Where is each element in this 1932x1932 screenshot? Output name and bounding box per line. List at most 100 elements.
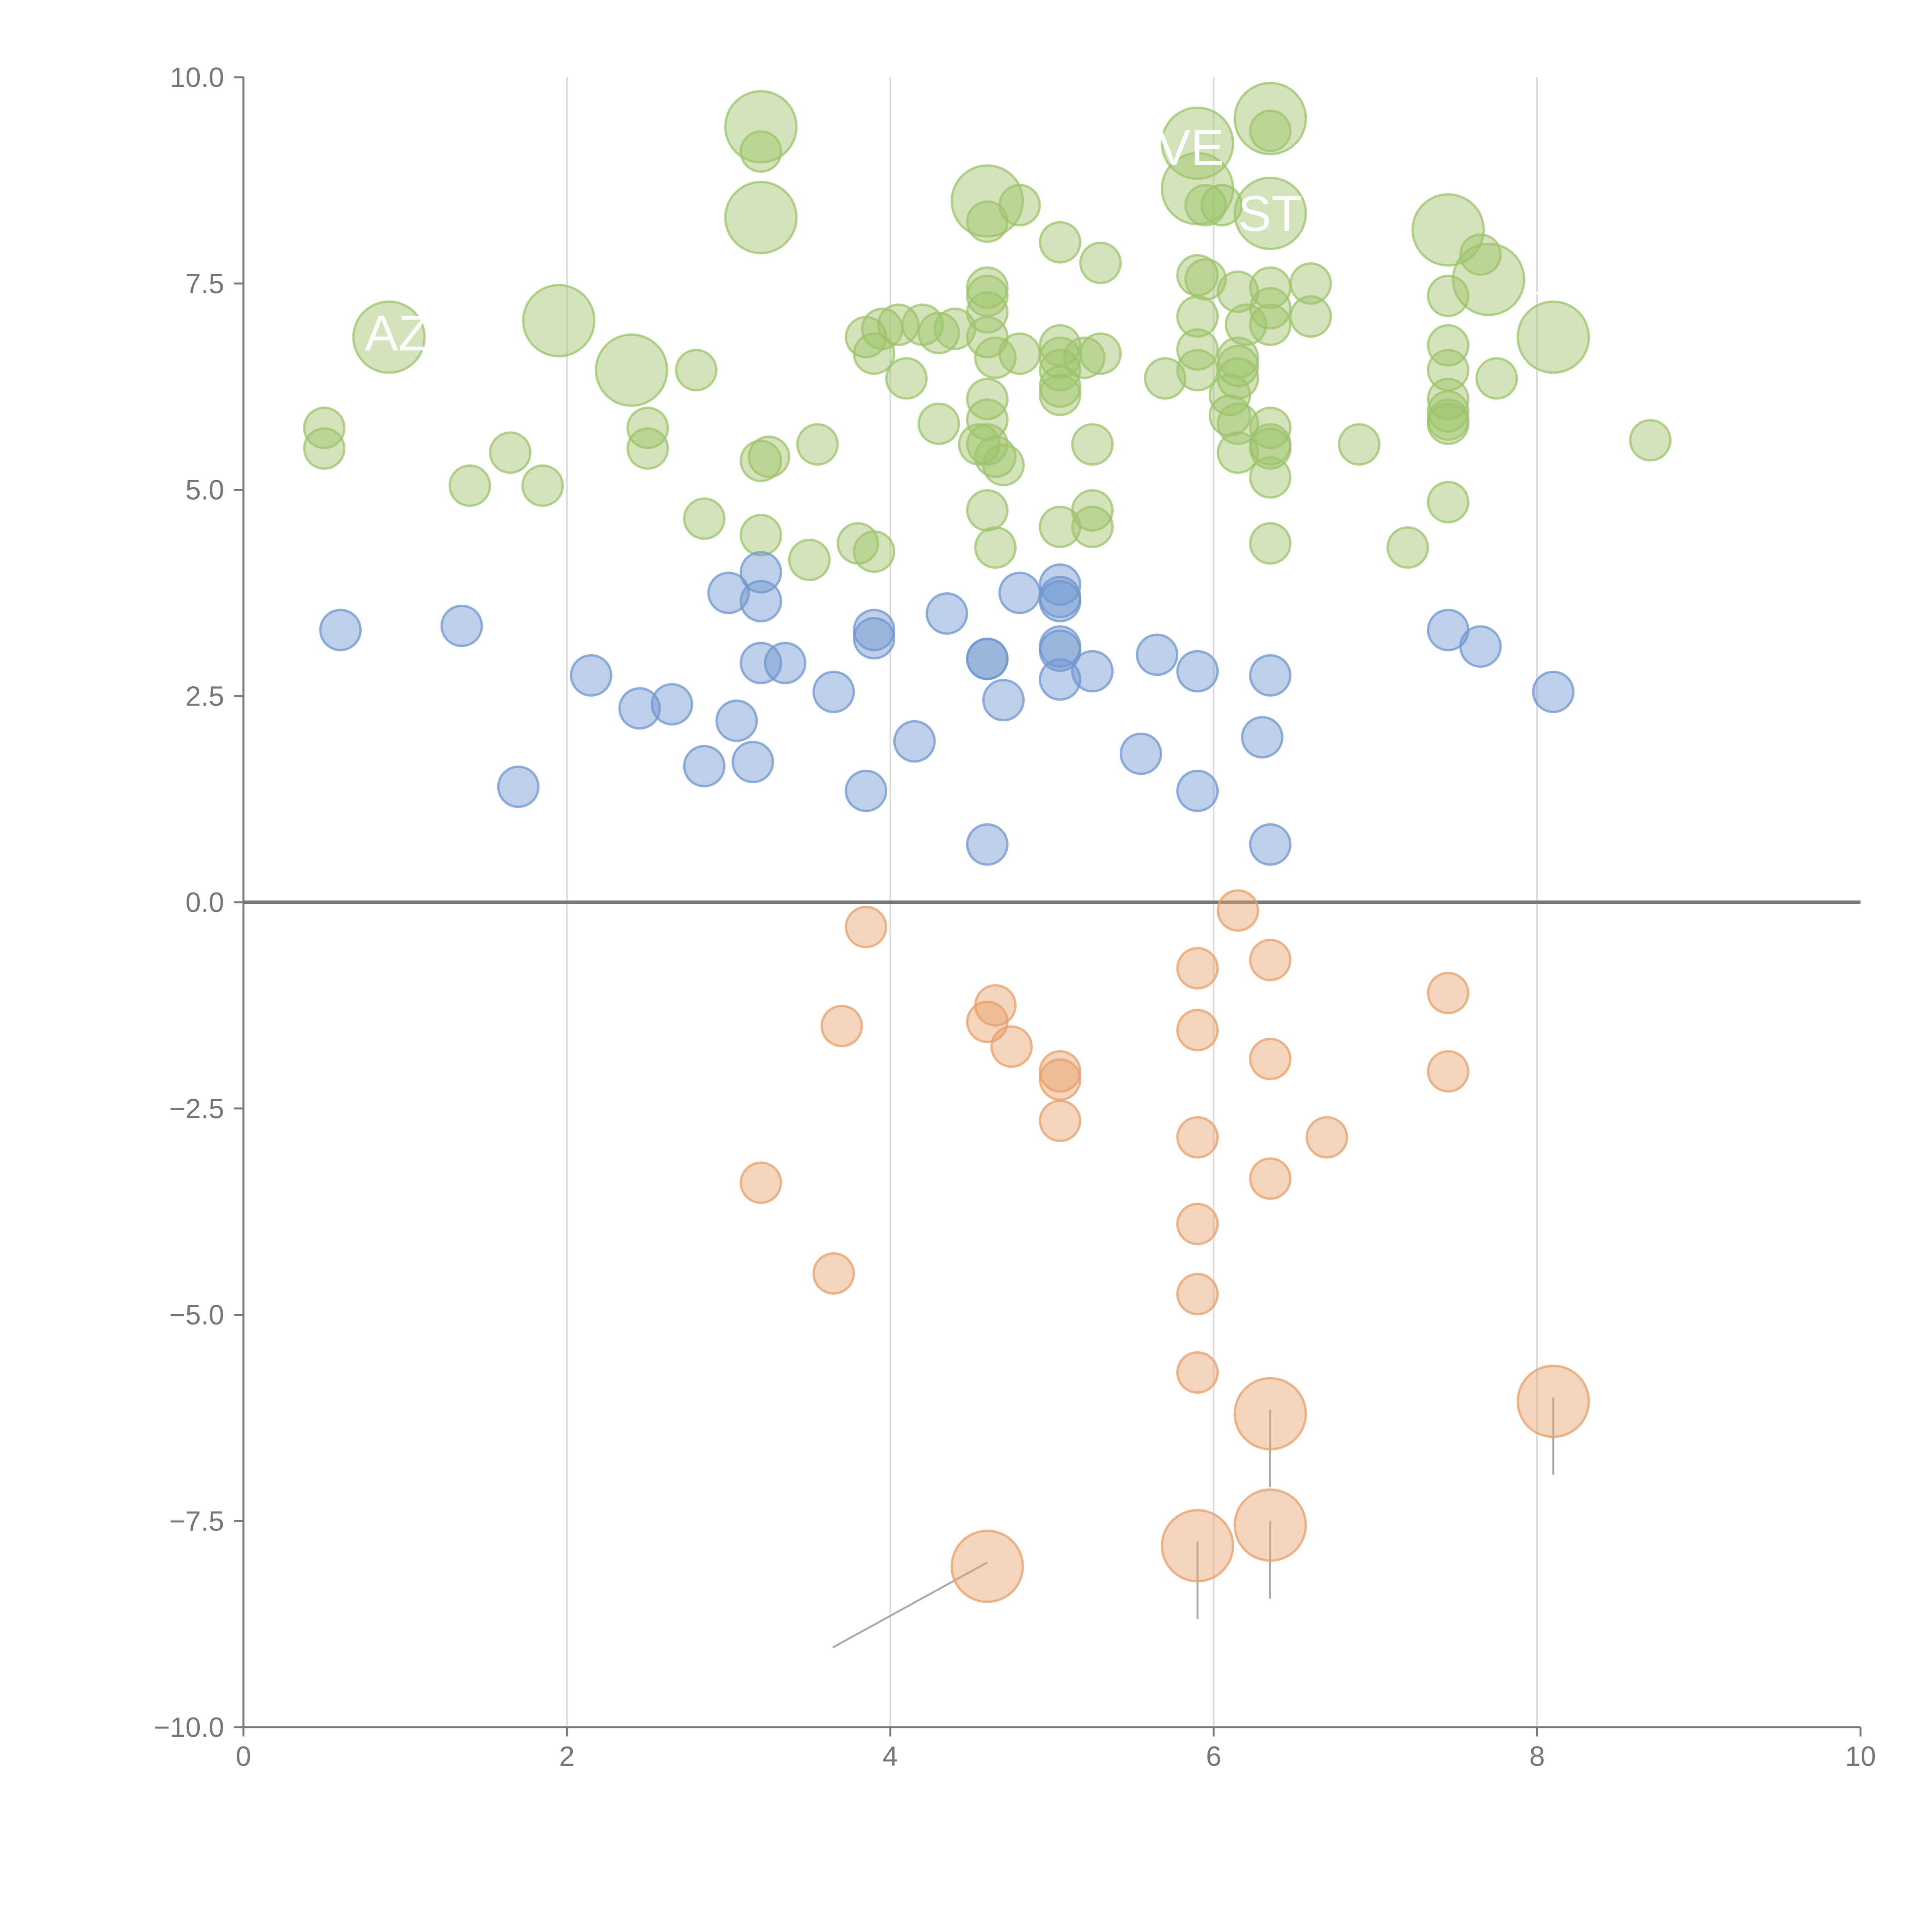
point-low-19 xyxy=(1249,1157,1292,1200)
point-high-74 xyxy=(1427,324,1469,367)
point-high-106 xyxy=(1071,423,1114,466)
point-mid-31 xyxy=(1071,650,1114,693)
point-high-13 xyxy=(1039,221,1082,264)
point-low-26 xyxy=(1233,1488,1307,1562)
point-mid-15 xyxy=(845,769,888,812)
point-mid-14 xyxy=(812,670,855,713)
leader-line xyxy=(1447,199,1498,231)
point-high-88 xyxy=(683,497,726,540)
leader-lines xyxy=(368,118,1581,1648)
point-mid-11 xyxy=(740,580,782,622)
x-tick-label: 2 xyxy=(559,1741,575,1772)
y-tick-label: −10.0 xyxy=(154,1712,224,1743)
point-high-12 xyxy=(966,200,1009,243)
point-low-22 xyxy=(1427,1050,1469,1093)
point-low-24 xyxy=(1161,1509,1235,1583)
point-high-90 xyxy=(748,435,791,478)
leader-line xyxy=(368,337,390,392)
point-high-73 xyxy=(1427,274,1469,317)
point-mid-23 xyxy=(982,679,1025,721)
x-tick-label: 10 xyxy=(1845,1741,1876,1772)
point-label: AZ xyxy=(365,305,429,361)
point-mid-8 xyxy=(715,699,758,742)
point-high-1 xyxy=(740,130,782,173)
y-tick-label: 2.5 xyxy=(185,681,224,712)
point-low-0 xyxy=(740,1161,782,1204)
point-high-92 xyxy=(796,423,839,466)
point-high-24 xyxy=(626,427,669,470)
leader-line xyxy=(832,1561,988,1648)
point-low-2 xyxy=(820,1005,863,1048)
point-mid-36 xyxy=(1241,716,1284,759)
leader-line xyxy=(986,144,1000,201)
point-high-35 xyxy=(966,291,1009,334)
point-low-8 xyxy=(1039,1058,1082,1101)
point-high-84 xyxy=(303,427,346,470)
point-mid-3 xyxy=(570,654,612,697)
point-high-20 xyxy=(522,284,596,357)
point-high-55 xyxy=(1216,345,1259,388)
point-mid-0 xyxy=(319,609,362,651)
point-mid-18 xyxy=(893,720,936,763)
x-tick-label: 6 xyxy=(1206,1741,1221,1772)
point-label: VE xyxy=(1157,119,1224,175)
point-high-72 xyxy=(1386,526,1429,569)
point-high-7 xyxy=(1184,184,1227,226)
point-high-80 xyxy=(1427,481,1469,524)
point-label: WY xyxy=(1634,527,1715,584)
x-axis-ticks: 0 2 4 6 8 10 xyxy=(236,1727,1876,1772)
point-mid-41 xyxy=(1532,670,1575,713)
point-low-12 xyxy=(1176,1116,1219,1159)
point-high-14 xyxy=(1079,242,1122,284)
point-high-58 xyxy=(1208,394,1251,437)
point-high-70 xyxy=(1249,522,1292,565)
point-mid-22 xyxy=(966,823,1009,866)
point-high-8 xyxy=(1200,184,1243,226)
point-high-45 xyxy=(1079,332,1122,375)
point-high-19 xyxy=(352,300,426,374)
point-label: UV xyxy=(567,103,637,159)
y-tick-label: −5.0 xyxy=(169,1300,224,1331)
y-tick-label: 5.0 xyxy=(185,475,224,506)
point-high-71 xyxy=(1338,423,1381,466)
point-mid-2 xyxy=(497,765,540,808)
point-high-46 xyxy=(1144,357,1187,400)
leader-line xyxy=(1552,337,1581,389)
point-high-99 xyxy=(966,398,1009,441)
point-high-96 xyxy=(917,402,960,445)
point-high-93 xyxy=(788,538,831,581)
point-high-5 xyxy=(1161,106,1235,180)
point-high-15 xyxy=(1411,193,1485,267)
point-low-5 xyxy=(974,984,1017,1027)
point-low-18 xyxy=(1249,1037,1292,1080)
point-mid-6 xyxy=(683,745,726,787)
point-mid-30 xyxy=(1039,658,1082,701)
point-low-25 xyxy=(1233,1377,1307,1451)
x-tick-label: 8 xyxy=(1529,1741,1545,1772)
point-label: ST xyxy=(1238,185,1302,242)
point-high-32 xyxy=(885,357,928,400)
point-mid-25 xyxy=(1039,563,1082,606)
point-low-23 xyxy=(951,1529,1024,1603)
leader-line xyxy=(1236,165,1271,214)
point-high-48 xyxy=(1184,258,1227,301)
point-mid-37 xyxy=(1249,654,1292,697)
point-high-108 xyxy=(1071,505,1114,548)
point-high-2 xyxy=(724,180,798,254)
point-high-102 xyxy=(982,444,1025,486)
point-high-43 xyxy=(1039,373,1082,416)
point-high-21 xyxy=(595,333,668,407)
point-high-62 xyxy=(1249,287,1292,330)
y-tick-label: 7.5 xyxy=(185,269,224,299)
point-mid-40 xyxy=(1459,625,1502,668)
point-low-1 xyxy=(812,1252,855,1295)
point-mid-35 xyxy=(1176,769,1219,812)
point-mid-19 xyxy=(925,592,968,635)
point-mid-32 xyxy=(1119,732,1162,775)
point-low-16 xyxy=(1216,889,1259,932)
axes xyxy=(242,77,1861,1728)
point-label: RI xyxy=(1634,453,1684,510)
point-mid-9 xyxy=(731,741,774,784)
point-high-41 xyxy=(1039,349,1082,391)
point-low-14 xyxy=(1176,1273,1219,1316)
